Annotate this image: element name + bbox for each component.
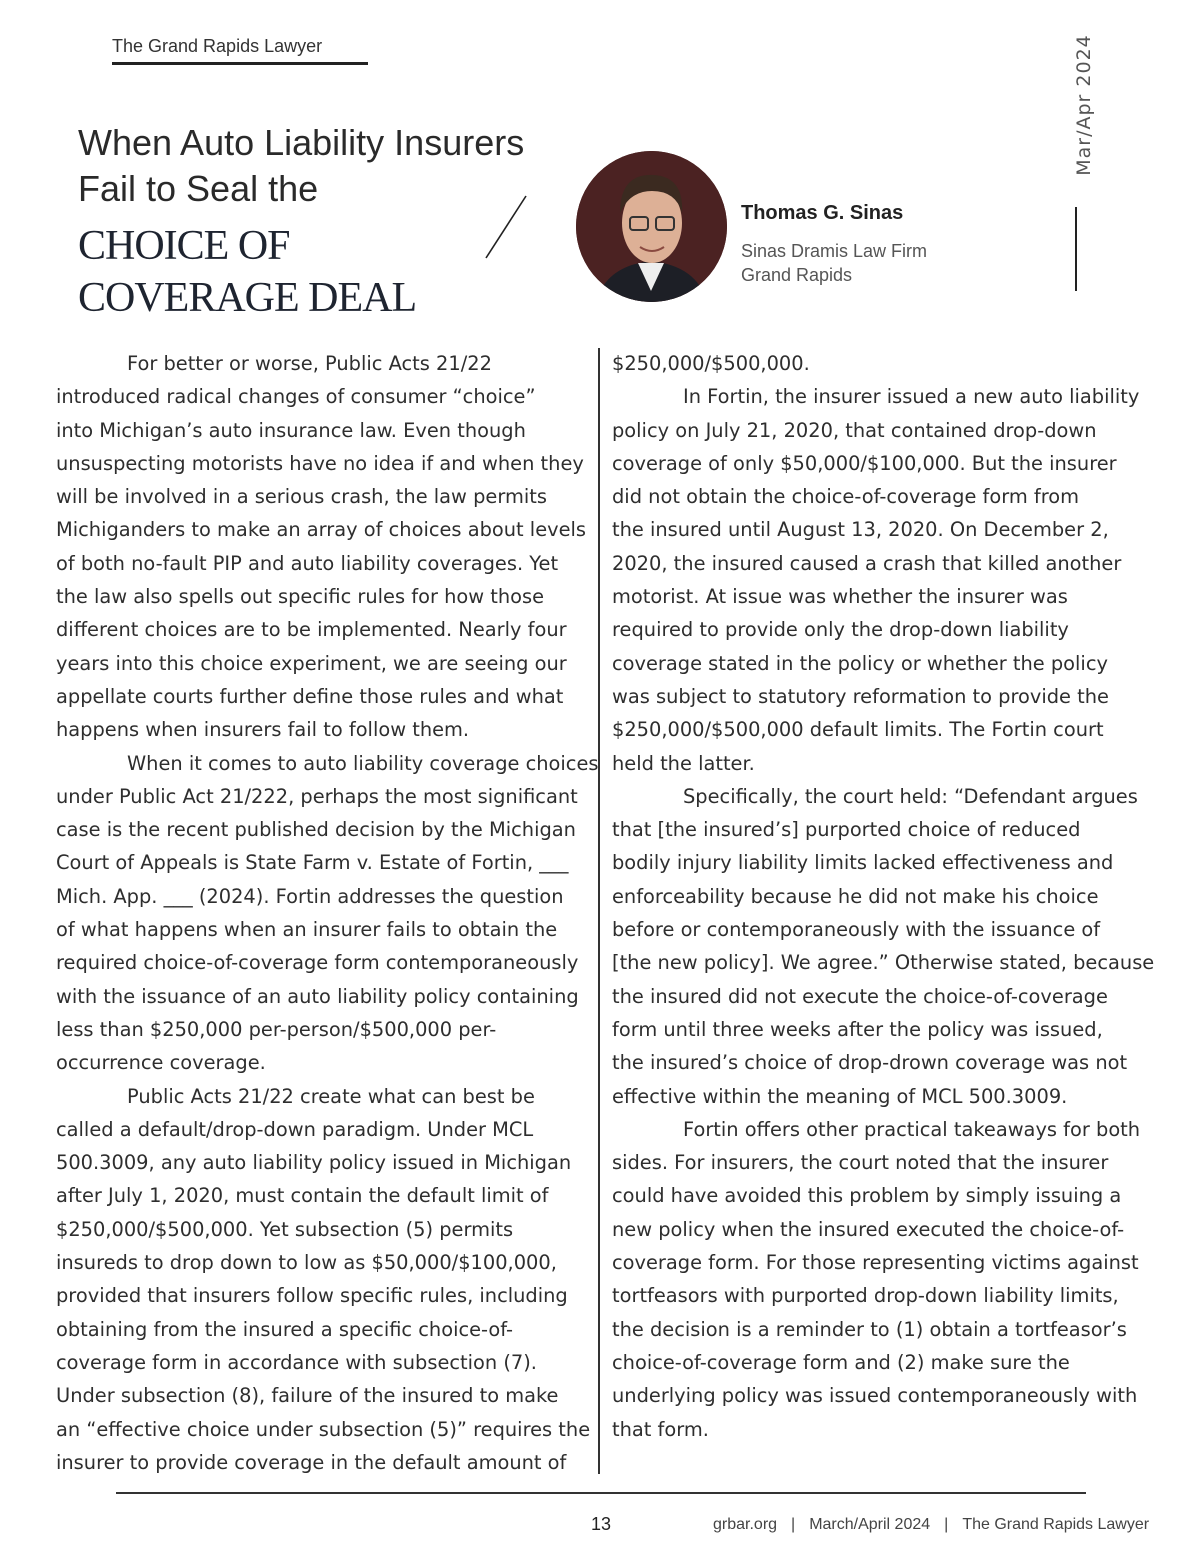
body-text-line: the decision is a reminder to (1) obtain… <box>612 1317 1127 1341</box>
body-text-line: less than $250,000 per-person/$500,000 p… <box>56 1017 497 1041</box>
footer-info: grbar.org | March/April 2024 | The Grand Rap… <box>713 1516 1149 1534</box>
author-affiliation: Sinas Dramis Law Firm Grand Rapids <box>741 239 927 287</box>
body-text-line: that [the insured’s] purported choice of… <box>612 818 1081 842</box>
body-text-line: insureds to drop down to low as $50,000/… <box>56 1251 557 1275</box>
body-text-line: required to provide only the drop-down l… <box>612 618 1069 642</box>
column-divider <box>598 348 600 1474</box>
title-line: When Auto Liability Insurers <box>78 122 525 163</box>
body-text-line: In Fortin, the insurer issued a new auto… <box>683 385 1140 409</box>
body-text-line: new policy when the insured executed the… <box>612 1217 1125 1241</box>
body-text-line: Michiganders to make an array of choices… <box>56 518 587 542</box>
body-text-line: Mich. App. ___ (2024). Fortin addresses … <box>56 884 564 908</box>
body-text-line: For better or worse, Public Acts 21/22 <box>127 352 492 375</box>
issue-date-text: Mar/Apr 2024 <box>1073 34 1095 176</box>
body-text-line: with the issuance of an auto liability p… <box>56 984 579 1008</box>
body-text-line: the insured did not execute the choice-o… <box>612 984 1108 1008</box>
author-city: Grand Rapids <box>741 265 853 285</box>
body-text-line: occurrence coverage. <box>56 1051 266 1075</box>
body-text-line: effective within the meaning of MCL 500.… <box>612 1084 1068 1108</box>
body-text-line: underlying policy was issued contemporan… <box>612 1384 1138 1408</box>
body-text-line: When it comes to auto liability coverage… <box>127 751 599 775</box>
body-text-line: Court of Appeals is State Farm v. Estate… <box>56 851 569 875</box>
headshot-illustration <box>576 151 727 302</box>
body-text-line: 2020, the insured caused a crash that ki… <box>612 551 1122 575</box>
footer-separator: | <box>944 1516 949 1533</box>
body-text-line: $250,000/$500,000. Yet subsection (5) pe… <box>56 1217 514 1241</box>
body-text-line: different choices are to be implemented.… <box>56 618 567 642</box>
body-text-line: called a default/drop-down paradigm. Und… <box>56 1117 534 1141</box>
body-column-right: $250,000/$500,000. In Fortin, the insurer… <box>612 347 1155 1446</box>
body-text-line: will be involved in a serious crash, the… <box>56 485 547 509</box>
page-number: 13 <box>591 1514 612 1534</box>
slash-divider <box>485 195 527 259</box>
author-name: Thomas G. Sinas <box>741 202 904 224</box>
article-title-lead: When Auto Liability Insurers Fail to Sea… <box>78 120 524 212</box>
body-text-line: the insured until August 13, 2020. On De… <box>612 518 1109 542</box>
body-text-line: policy on July 21, 2020, that contained … <box>612 418 1097 442</box>
body-text-line: did not obtain the choice-of-coverage fo… <box>612 485 1080 509</box>
issue-date-vertical: Mar/Apr 2024 <box>1064 30 1104 180</box>
body-text-line: Public Acts 21/22 create what can best b… <box>127 1084 535 1108</box>
body-text-line: before or contemporaneously with the iss… <box>612 918 1101 942</box>
masthead-rule <box>112 62 368 65</box>
body-text-line: choice-of-coverage form and (2) make sur… <box>612 1350 1070 1374</box>
footer-separator: | <box>791 1516 796 1533</box>
body-text-line: required choice-of-coverage form contemp… <box>56 951 579 975</box>
body-text-line: the insured’s choice of drop-drown cover… <box>612 1051 1128 1075</box>
body-text-line: coverage stated in the policy or whether… <box>612 651 1108 675</box>
body-text-line: of both no-fault PIP and auto liability … <box>56 551 559 575</box>
body-text-line: coverage of only $50,000/$100,000. But t… <box>612 451 1117 475</box>
body-text-line: appellate courts further define those ru… <box>56 684 564 708</box>
title-line: Fail to Seal the <box>78 168 319 209</box>
body-text-line: after July 1, 2020, must contain the def… <box>56 1184 549 1208</box>
body-text-line: Fortin offers other practical takeaways … <box>683 1117 1141 1141</box>
body-text-line: unsuspecting motorists have no idea if a… <box>56 451 584 475</box>
body-text-line: happens when insurers fail to follow the… <box>56 718 470 742</box>
body-text-line: years into this choice experiment, we ar… <box>56 651 567 675</box>
author-photo <box>576 151 727 302</box>
body-text-line: tortfeasors with purported drop-down lia… <box>612 1284 1119 1308</box>
body-text-line: was subject to statutory reformation to … <box>612 684 1109 708</box>
body-text-line: coverage form. For those representing vi… <box>612 1251 1139 1275</box>
body-text-line: coverage form in accordance with subsect… <box>56 1350 537 1374</box>
body-text-line: provided that insurers follow specific r… <box>56 1284 568 1308</box>
body-column-left: For better or worse, Public Acts 21/22 in… <box>56 347 599 1479</box>
body-text-line: $250,000/$500,000 default limits. The Fo… <box>612 718 1104 742</box>
body-text-line: under Public Act 21/222, perhaps the mos… <box>56 784 578 808</box>
body-text-line: obtaining from the insured a specific ch… <box>56 1317 514 1341</box>
body-text-line: enforceability because he did not make h… <box>612 884 1099 908</box>
title-line: COVERAGE DEAL <box>78 275 417 321</box>
body-text-line: Specifically, the court held: “Defendant… <box>683 784 1138 808</box>
body-text-line: introduced radical changes of consumer “… <box>56 385 536 409</box>
footer-issue: March/April 2024 <box>809 1516 931 1533</box>
issue-rule <box>1075 207 1077 291</box>
body-text-line: an “effective choice under subsection (5… <box>56 1417 591 1441</box>
body-text-line: sides. For insurers, the court noted tha… <box>612 1151 1109 1175</box>
body-text-line: into Michigan’s auto insurance law. Even… <box>56 418 526 442</box>
footer-publication: The Grand Rapids Lawyer <box>962 1516 1150 1533</box>
footer-site-link[interactable]: grbar.org <box>713 1516 778 1533</box>
body-text-line: of what happens when an insurer fails to… <box>56 918 558 942</box>
body-text-line: could have avoided this problem by simpl… <box>612 1184 1122 1208</box>
body-text-line: 500.3009, any auto liability policy issu… <box>56 1151 572 1175</box>
body-text-line: $250,000/$500,000. <box>612 352 810 375</box>
body-text-line: that form. <box>612 1417 709 1441</box>
body-text-line: insurer to provide coverage in the defau… <box>56 1450 567 1474</box>
article-title-emphasis: CHOICE OF COVERAGE DEAL <box>78 220 417 324</box>
body-text-line: the law also spells out specific rules f… <box>56 585 545 609</box>
body-text-line: bodily injury liability limits lacked ef… <box>612 851 1114 875</box>
title-line: CHOICE OF <box>78 223 291 269</box>
body-text-line: held the latter. <box>612 751 755 775</box>
author-firm: Sinas Dramis Law Firm <box>741 241 928 261</box>
body-text-line: Under subsection (8), failure of the ins… <box>56 1384 559 1408</box>
body-text-line: motorist. At issue was whether the insur… <box>612 585 1068 609</box>
body-text-line: case is the recent published decision by… <box>56 818 576 842</box>
body-text-line: [the new policy]. We agree.” Otherwise s… <box>612 951 1155 975</box>
body-text-line: form until three weeks after the policy … <box>612 1017 1103 1041</box>
footer-rule <box>116 1492 1086 1494</box>
masthead-title: The Grand Rapids Lawyer <box>112 36 323 56</box>
